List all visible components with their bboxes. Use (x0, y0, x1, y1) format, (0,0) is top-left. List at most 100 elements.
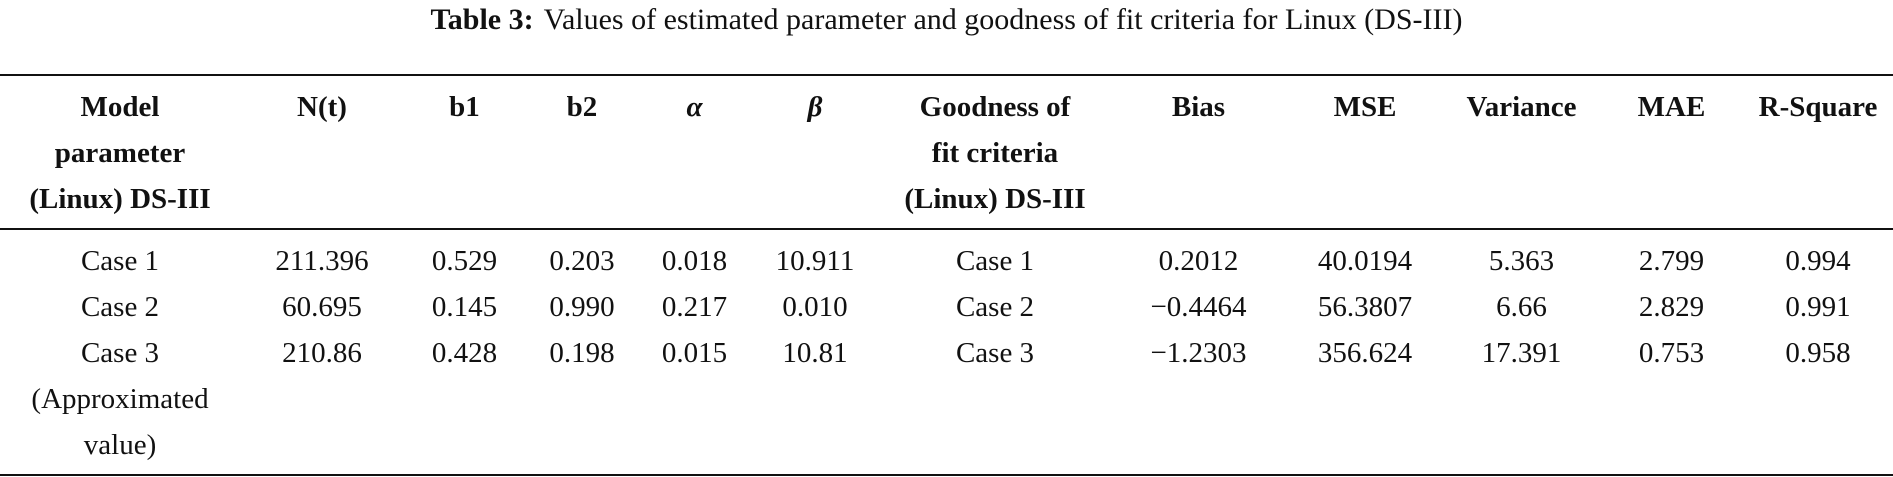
caption-label: Table 3: (430, 3, 534, 36)
cell-line: Case 1 (955, 245, 1035, 277)
cell-line: −1.2303 (1150, 337, 1247, 369)
cell-line: 0.990 (549, 291, 615, 323)
cell-line: fit criteria (931, 137, 1059, 169)
cell-line: 40.0194 (1317, 245, 1413, 277)
table-cell: Case 1 (880, 229, 1110, 284)
header-cell: b2 (525, 75, 639, 229)
header-row: Model parameter (Linux) DS-III N(t) b1 b2 α β Go… (0, 75, 1893, 229)
header-cell: β (750, 75, 880, 229)
cell-line: (Linux) DS-III (904, 183, 1086, 215)
table-cell: Case 2 (0, 284, 240, 330)
cell-line: value) (83, 429, 157, 461)
cell-line: 0.958 (1785, 337, 1851, 369)
table-caption: Table 3: Values of estimated parameter an… (0, 0, 1893, 40)
table-cell: 10.911 (750, 229, 880, 284)
table-cell: 5.363 (1443, 229, 1600, 284)
cell-line: 0.015 (661, 337, 728, 369)
table-cell: 0.015 (639, 330, 750, 475)
table-cell: 56.3807 (1287, 284, 1443, 330)
header-cell: MAE (1600, 75, 1743, 229)
cell-line: R-Square (1758, 91, 1878, 123)
header-cell: Model parameter (Linux) DS-III (0, 75, 240, 229)
cell-line: (Approximated (31, 383, 209, 415)
data-table: Model parameter (Linux) DS-III N(t) b1 b2 α β Go… (0, 74, 1893, 476)
cell-line: 0.203 (549, 245, 615, 277)
table-cell: 356.624 (1287, 330, 1443, 475)
cell-line: Case 3 (80, 337, 160, 369)
table-cell: 0.010 (750, 284, 880, 330)
cell-line: 0.145 (431, 291, 498, 323)
table-cell: 2.799 (1600, 229, 1743, 284)
table-cell: 0.991 (1743, 284, 1893, 330)
cell-line: Model (80, 91, 160, 123)
table-cell: 0.529 (404, 229, 525, 284)
cell-line: 5.363 (1488, 245, 1555, 277)
header-cell: Goodness of fit criteria (Linux) DS-III (880, 75, 1110, 229)
cell-line: −0.4464 (1150, 291, 1247, 323)
table-cell: 0.994 (1743, 229, 1893, 284)
table-cell: −0.4464 (1110, 284, 1287, 330)
cell-line: 0.010 (782, 291, 848, 323)
table-cell: 10.81 (750, 330, 880, 475)
header-cell: MSE (1287, 75, 1443, 229)
cell-line: 0.529 (431, 245, 498, 277)
table-cell: 60.695 (240, 284, 404, 330)
cell-line: α (686, 91, 703, 123)
cell-line: 56.3807 (1317, 291, 1413, 323)
table-cell: 0.753 (1600, 330, 1743, 475)
table-cell: 6.66 (1443, 284, 1600, 330)
cell-line: 0.991 (1785, 291, 1851, 323)
table-cell: 0.198 (525, 330, 639, 475)
cell-line: 0.753 (1638, 337, 1705, 369)
cell-line: β (807, 91, 823, 123)
table-cell: 0.428 (404, 330, 525, 475)
cell-line: (Linux) DS-III (29, 183, 211, 215)
cell-line: 2.829 (1638, 291, 1705, 323)
cell-line: 2.799 (1638, 245, 1705, 277)
cell-line: 10.911 (775, 245, 855, 277)
cell-line: Case 1 (80, 245, 160, 277)
cell-line: 0.198 (549, 337, 615, 369)
cell-line: parameter (54, 137, 186, 169)
cell-line: Case 3 (955, 337, 1035, 369)
table-cell: 2.829 (1600, 284, 1743, 330)
cell-line: b1 (449, 91, 480, 123)
table-header: Model parameter (Linux) DS-III N(t) b1 b2 α β Go… (0, 75, 1893, 229)
table-cell: Case 1 (0, 229, 240, 284)
table-cell: 40.0194 (1287, 229, 1443, 284)
table-row: Case 3 (Approximated value) 210.86 0.428 0.19… (0, 330, 1893, 475)
header-cell: Variance (1443, 75, 1600, 229)
cell-line: N(t) (297, 91, 347, 123)
cell-line: Bias (1171, 91, 1226, 123)
table-cell: 211.396 (240, 229, 404, 284)
header-cell: Bias (1110, 75, 1287, 229)
table-cell: Case 3 (880, 330, 1110, 475)
cell-line: 211.396 (275, 245, 369, 277)
caption-text: Values of estimated parameter and goodne… (543, 3, 1463, 36)
table-cell: 0.203 (525, 229, 639, 284)
cell-line: 0.018 (661, 245, 728, 277)
cell-line: Variance (1466, 91, 1577, 123)
cell-line: 17.391 (1481, 337, 1562, 369)
table-cell: 0.217 (639, 284, 750, 330)
cell-line: 0.428 (431, 337, 498, 369)
table-row: Case 2 60.695 0.145 0.990 0.217 0.010 Case 2 −0… (0, 284, 1893, 330)
table-cell: 210.86 (240, 330, 404, 475)
cell-line: 356.624 (1317, 337, 1413, 369)
cell-line: 10.81 (782, 337, 848, 369)
table-row: Case 1 211.396 0.529 0.203 0.018 10.911 Case 1… (0, 229, 1893, 284)
table-body: Case 1 211.396 0.529 0.203 0.018 10.911 Case 1… (0, 229, 1893, 475)
header-cell: N(t) (240, 75, 404, 229)
cell-line: MAE (1637, 91, 1706, 123)
cell-line: 210.86 (282, 337, 362, 369)
cell-line: MSE (1333, 91, 1397, 123)
cell-line: 0.994 (1785, 245, 1851, 277)
cell-line: Goodness of (919, 91, 1071, 123)
cell-line: 60.695 (282, 291, 362, 323)
header-cell: b1 (404, 75, 525, 229)
table-cell: Case 2 (880, 284, 1110, 330)
cell-line: b2 (566, 91, 598, 123)
cell-line: 6.66 (1496, 291, 1547, 323)
cell-line: 0.2012 (1158, 245, 1239, 277)
